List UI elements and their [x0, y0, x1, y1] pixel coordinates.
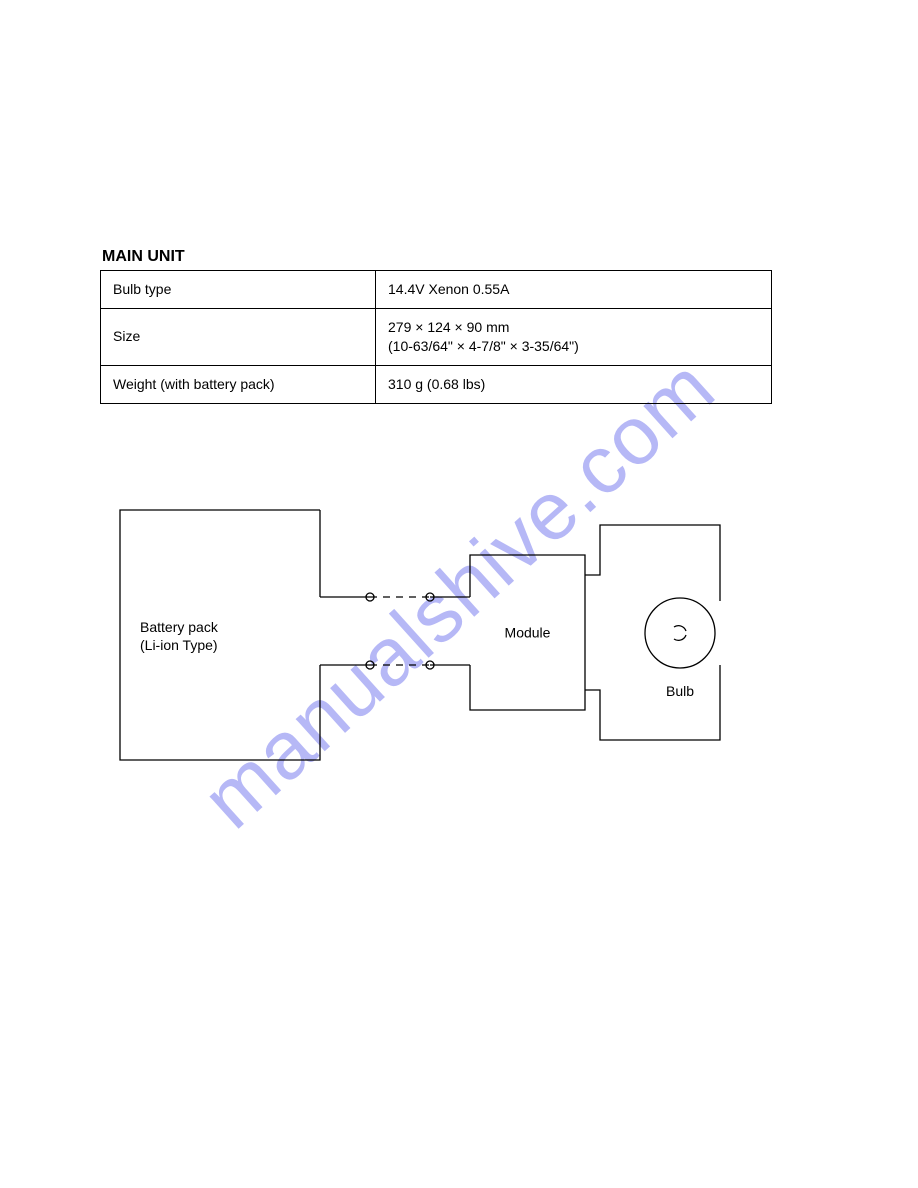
- table-row: Weight (with battery pack)310 g (0.68 lb…: [101, 365, 772, 403]
- svg-text:(Li-ion Type): (Li-ion Type): [140, 637, 218, 653]
- diagram-container: Battery pack (Li-ion Type) Module Bulb: [100, 490, 818, 780]
- spec-label: Weight (with battery pack): [101, 365, 376, 403]
- spec-value: 14.4V Xenon 0.55A: [376, 271, 772, 309]
- page: manualshive.com MAIN UNIT Bulb type14.4V…: [0, 0, 918, 1188]
- circuit-diagram: Battery pack (Li-ion Type) Module Bulb: [100, 490, 820, 780]
- svg-text:Module: Module: [505, 624, 551, 640]
- section-title: MAIN UNIT: [102, 248, 818, 266]
- svg-text:Bulb: Bulb: [666, 683, 694, 699]
- spec-value: 310 g (0.68 lbs): [376, 365, 772, 403]
- content: MAIN UNIT Bulb type14.4V Xenon 0.55ASize…: [0, 0, 918, 780]
- spec-label: Size: [101, 308, 376, 365]
- spec-table: Bulb type14.4V Xenon 0.55ASize279 × 124 …: [100, 270, 772, 404]
- table-row: Size279 × 124 × 90 mm(10-63/64" × 4-7/8"…: [101, 308, 772, 365]
- table-row: Bulb type14.4V Xenon 0.55A: [101, 271, 772, 309]
- spec-value: 279 × 124 × 90 mm(10-63/64" × 4-7/8" × 3…: [376, 308, 772, 365]
- spec-table-body: Bulb type14.4V Xenon 0.55ASize279 × 124 …: [101, 271, 772, 404]
- svg-text:Battery pack: Battery pack: [140, 619, 219, 635]
- spec-label: Bulb type: [101, 271, 376, 309]
